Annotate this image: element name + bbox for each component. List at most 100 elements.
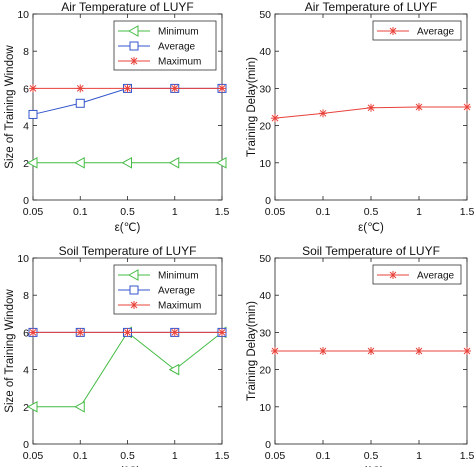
- legend-marker-stroke-d2: [130, 301, 138, 309]
- x-tick-label: 0.1: [73, 450, 88, 462]
- data-point-stroke-d2: [124, 329, 131, 336]
- x-tick-label: 0.05: [23, 450, 44, 462]
- x-axis-label: ε(℃): [358, 222, 384, 234]
- legend-entry: Maximum: [158, 301, 201, 312]
- data-point-stroke-d2: [124, 85, 131, 92]
- data-point: [121, 156, 132, 169]
- data-point-stroke-d2: [218, 85, 226, 92]
- data-point: [271, 347, 279, 355]
- x-tick-label: 1: [172, 450, 178, 462]
- legend-entry: Average: [417, 27, 455, 38]
- data-point-stroke-d2: [171, 329, 179, 336]
- legend: Average: [372, 20, 462, 41]
- y-tick-label: 0: [265, 439, 271, 451]
- data-point: [29, 84, 37, 93]
- data-point-stroke-d2: [76, 85, 84, 92]
- data-point-stroke-d2: [29, 329, 37, 336]
- legend-marker-stroke-d2: [389, 27, 397, 35]
- legend-marker-stroke-d2: [130, 57, 138, 65]
- x-tick-label: 1.5: [460, 450, 474, 462]
- data-point: [123, 328, 132, 337]
- data-point: [218, 328, 226, 337]
- y-tick-label: 4: [23, 365, 29, 377]
- y-axis-label: Size of Training Window: [4, 289, 16, 413]
- data-point: [26, 156, 38, 169]
- x-tick-label: 0.1: [316, 206, 331, 218]
- x-tick-label: 1.5: [215, 206, 230, 218]
- data-point: [319, 347, 327, 355]
- legend-marker-stroke-d2: [389, 271, 397, 279]
- y-tick-label: 30: [259, 327, 271, 339]
- data-point-stroke-d2: [319, 109, 327, 117]
- legend-entry: Maximum: [158, 57, 201, 68]
- legend-marker: [127, 269, 139, 281]
- data-point: [367, 103, 375, 112]
- legend-marker: [129, 41, 139, 51]
- chart-2: Air Temperature of LUYF 0.05 0.1 0.5 1 1.5 0 10…: [246, 0, 474, 234]
- data-point: [415, 103, 423, 111]
- y-axis-label: Training Delay(min): [246, 57, 258, 157]
- y-tick-label: 8: [23, 46, 29, 58]
- y-tick-label: 20: [259, 365, 271, 377]
- data-point: [367, 347, 375, 355]
- x-tick-label: 1.5: [215, 450, 230, 462]
- data-point-stroke-d2: [463, 103, 471, 111]
- y-tick-label: 40: [259, 290, 271, 302]
- data-point: [75, 98, 85, 108]
- legend-entry: Minimum: [158, 27, 199, 38]
- data-point-stroke-d2: [319, 347, 327, 355]
- data-point: [76, 84, 85, 93]
- data-point: [76, 328, 85, 337]
- data-point: [170, 328, 179, 337]
- chart-1: Air Temperature of LUYF 0.05 0.1 0.5 1 1.5 0 2 4…: [4, 0, 229, 234]
- series-average: [271, 103, 471, 123]
- x-tick-label: 1: [416, 206, 422, 218]
- data-point-stroke-d2: [367, 347, 375, 355]
- y-tick-label: 40: [259, 46, 271, 58]
- data-point: [215, 156, 227, 169]
- data-point-stroke-d2: [218, 329, 226, 336]
- legend-marker: [389, 271, 397, 279]
- data-point-stroke-d2: [415, 347, 423, 355]
- y-tick-label: 10: [17, 9, 29, 21]
- data-point: [74, 156, 85, 169]
- legend-marker: [127, 25, 139, 37]
- data-point-stroke-d2: [171, 85, 179, 92]
- y-axis-label: Size of Training Window: [4, 45, 16, 169]
- legend: Minimum Average Maximum: [113, 20, 217, 71]
- y-tick-label: 10: [259, 158, 271, 170]
- data-point-stroke-d2: [367, 104, 375, 112]
- data-point: [168, 156, 180, 169]
- legend: Average: [372, 264, 462, 285]
- data-point: [29, 328, 37, 337]
- x-tick-label: 0.1: [73, 206, 88, 218]
- series-maximum: [29, 84, 226, 93]
- data-point: [463, 347, 471, 355]
- data-point: [123, 84, 132, 93]
- series-minimum: [26, 156, 227, 169]
- data-point: [26, 400, 38, 413]
- legend-marker: [130, 57, 138, 65]
- y-tick-label: 4: [23, 121, 29, 133]
- x-axis-label: ε(℃): [115, 222, 141, 234]
- legend-box: [372, 264, 462, 285]
- y-tick-label: 2: [23, 158, 29, 170]
- x-tick-label: 0.5: [364, 450, 379, 462]
- y-tick-label: 0: [23, 195, 29, 207]
- x-tick-label: 0.1: [316, 450, 331, 462]
- data-point: [74, 400, 85, 413]
- x-tick-label: 1: [172, 206, 178, 218]
- data-point: [28, 109, 38, 119]
- chart-title: Soil Temperature of LUYF: [59, 244, 197, 258]
- data-point-stroke-d2: [271, 114, 279, 122]
- y-axis-label: Training Delay(min): [246, 301, 258, 401]
- data-point-stroke-d2: [463, 347, 471, 355]
- data-point: [463, 103, 471, 111]
- y-tick-label: 10: [17, 253, 29, 265]
- legend-entry: Average: [158, 286, 196, 297]
- x-tick-label: 0.5: [364, 206, 379, 218]
- data-point: [319, 109, 327, 118]
- data-point: [218, 84, 226, 93]
- chart-title: Air Temperature of LUYF: [305, 0, 438, 14]
